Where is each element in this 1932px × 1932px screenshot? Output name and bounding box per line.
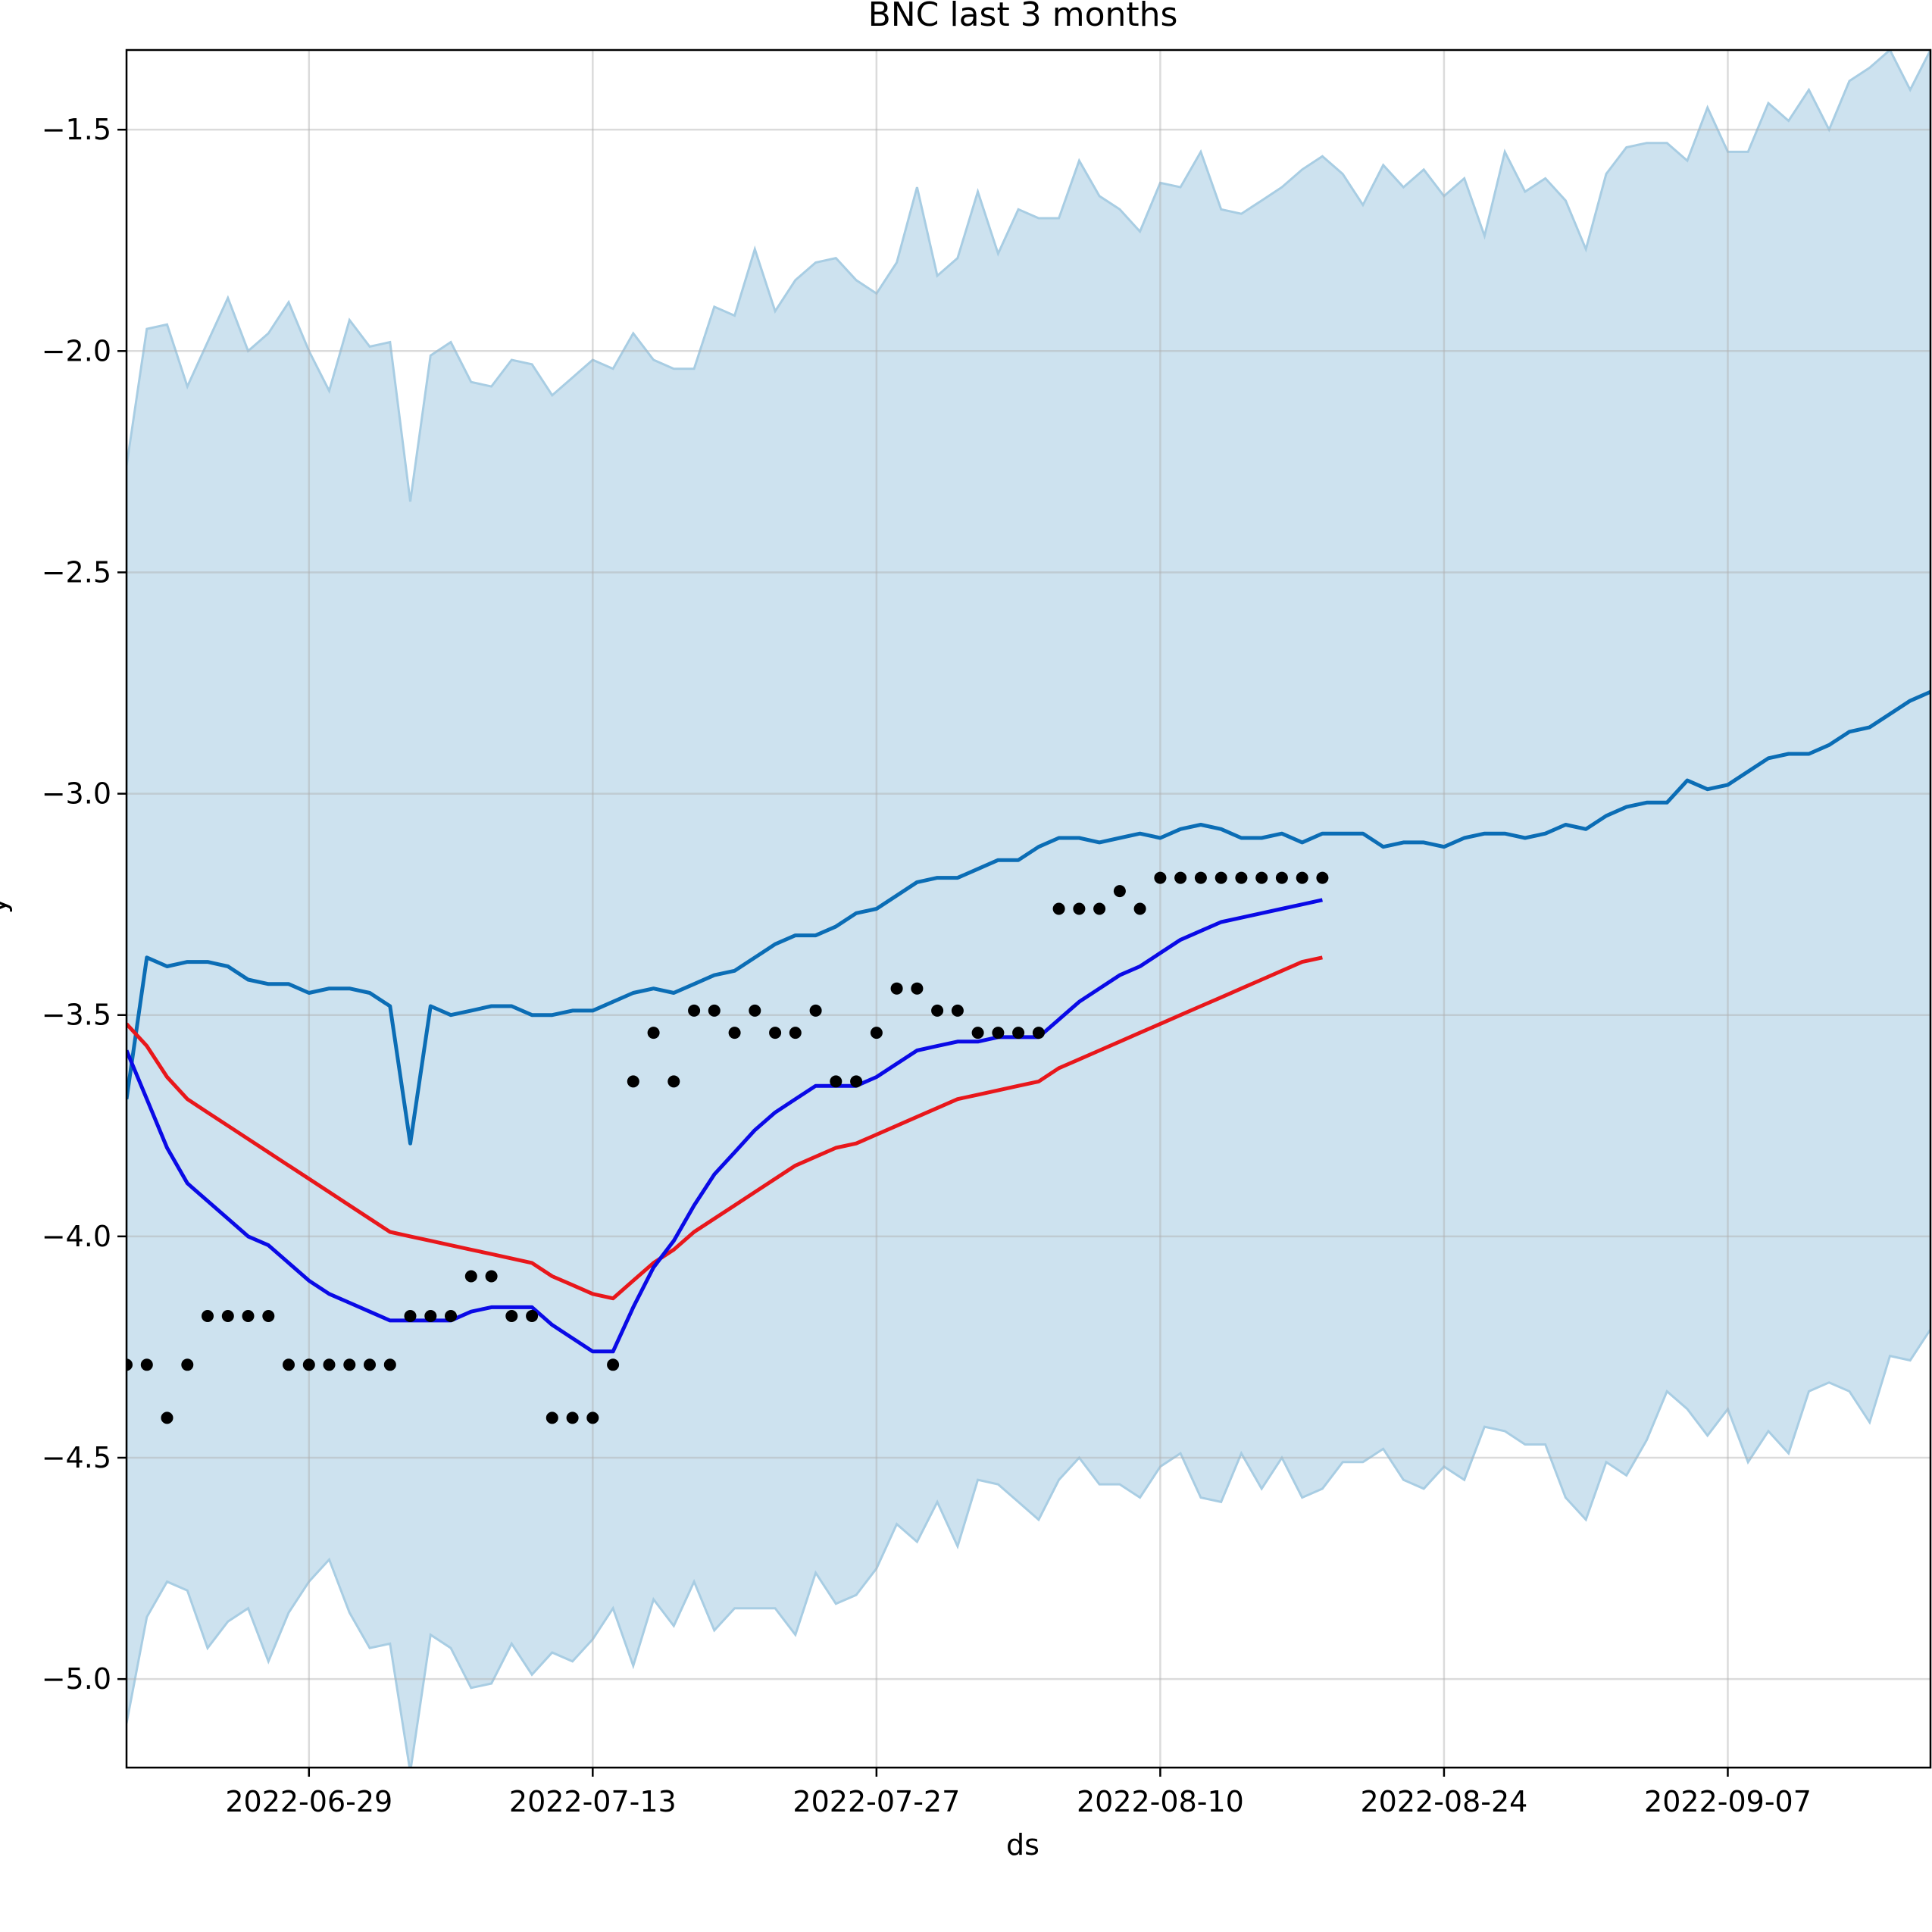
x-tick-label: 2022-06-29 [225, 1785, 392, 1818]
data-point [1194, 871, 1207, 884]
y-tick-label: −3.5 [42, 999, 111, 1032]
data-point [728, 1027, 741, 1039]
y-axis-label: y [0, 897, 13, 914]
data-point [1255, 871, 1268, 884]
data-point [383, 1358, 396, 1371]
data-point [221, 1310, 234, 1322]
data-point [181, 1358, 194, 1371]
y-tick-label: −4.0 [42, 1220, 111, 1253]
data-point [161, 1411, 174, 1424]
data-point [911, 982, 924, 995]
data-point [445, 1310, 457, 1322]
plot-frame [125, 48, 1932, 1769]
data-point [586, 1411, 599, 1424]
data-point [1296, 871, 1308, 884]
data-point [1235, 871, 1248, 884]
y-tick-label: −4.5 [42, 1441, 111, 1474]
data-point [850, 1075, 863, 1088]
data-point [546, 1411, 558, 1424]
uncertainty-band [127, 50, 1930, 1768]
data-point [505, 1310, 518, 1322]
data-point [890, 982, 903, 995]
data-point [809, 1004, 822, 1017]
data-point [607, 1358, 620, 1371]
data-point [667, 1075, 680, 1088]
data-point [647, 1027, 660, 1039]
data-point [870, 1027, 883, 1039]
y-tick-label: −2.5 [42, 555, 111, 589]
data-point [708, 1004, 721, 1017]
data-point [424, 1310, 437, 1322]
x-tick-label: 2022-09-07 [1644, 1785, 1812, 1818]
blue-average-line [127, 898, 1323, 1354]
forecast-line [127, 689, 1930, 1146]
chart-title: BNC last 3 months [868, 0, 1178, 34]
data-point [1154, 871, 1167, 884]
data-point [1316, 871, 1329, 884]
data-point [1113, 885, 1126, 898]
data-point [526, 1310, 539, 1322]
data-point [789, 1027, 802, 1039]
data-point [749, 1004, 761, 1017]
data-point [971, 1027, 984, 1039]
data-point [242, 1310, 255, 1322]
data-point [1174, 871, 1187, 884]
data-point [1073, 902, 1086, 915]
data-point [1032, 1027, 1045, 1039]
data-point [1052, 902, 1065, 915]
data-point [202, 1310, 214, 1322]
data-point [485, 1270, 498, 1283]
data-point [830, 1075, 843, 1088]
data-point [566, 1411, 579, 1424]
y-tick-label: −1.5 [42, 113, 111, 146]
data-point [302, 1358, 315, 1371]
data-point [404, 1310, 417, 1322]
plot-area: 2022-06-29 2022-07-13 2022-07-27 2022-08-10… [42, 48, 1932, 1818]
x-tick-label: 2022-08-24 [1361, 1785, 1528, 1818]
x-tick-label: 2022-07-13 [509, 1785, 677, 1818]
data-point [323, 1358, 336, 1371]
data-point [951, 1004, 964, 1017]
data-point [364, 1358, 376, 1371]
data-point [343, 1358, 356, 1371]
red-average-line [127, 955, 1323, 1301]
data-point [688, 1004, 701, 1017]
data-point [464, 1270, 477, 1283]
y-tick-label: −3.0 [42, 777, 111, 811]
data-point [1215, 871, 1227, 884]
data-point [627, 1075, 639, 1088]
y-tick-label: −2.0 [42, 334, 111, 367]
data-point [127, 1358, 133, 1371]
data-point [1275, 871, 1288, 884]
data-point [283, 1358, 295, 1371]
data-point [1093, 902, 1106, 915]
data-point [931, 1004, 944, 1017]
data-point [769, 1027, 782, 1039]
data-point [140, 1358, 153, 1371]
data-point [1133, 902, 1146, 915]
data-point [1012, 1027, 1025, 1039]
x-tick-label: 2022-07-27 [792, 1785, 960, 1818]
data-point [992, 1027, 1005, 1039]
data-point [262, 1310, 275, 1322]
x-tick-label: 2022-08-10 [1077, 1785, 1244, 1818]
y-tick-label: −5.0 [42, 1662, 111, 1696]
x-axis-label: ds [1006, 1828, 1039, 1862]
